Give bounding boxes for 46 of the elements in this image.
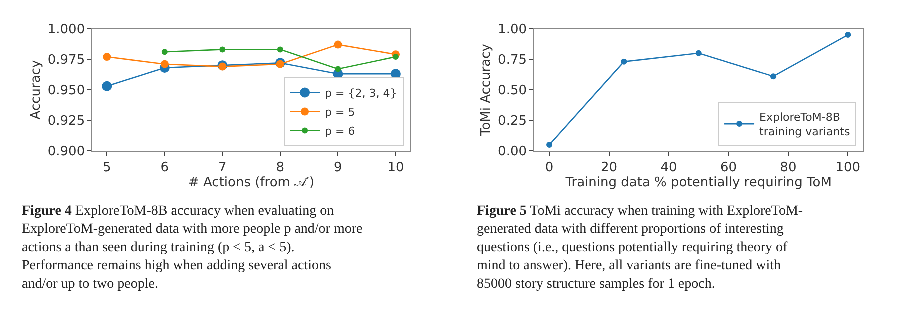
y-axis-title: Accuracy — [28, 60, 44, 120]
y-tick-label: 0.950 — [48, 84, 86, 99]
x-tick-label: 100 — [836, 160, 861, 176]
y-tick-label: 0.00 — [498, 144, 527, 160]
y-tick-label: 0.50 — [498, 84, 527, 99]
x-axis-title: Training data % potentially requiring ToM — [564, 176, 832, 191]
x-tick-label: 0 — [545, 160, 554, 176]
point — [103, 53, 112, 62]
caption: Figure 5 ToMi accuracy when training with ExploreToM-generated data with different proportions of interesting questions (i.e., questions potentially requiring theory of mind to answer). Here, all variants are fine-tuned with 85000 story structure samples for 1 epoch. — [477, 204, 804, 292]
x-tick-label: 20 — [600, 160, 618, 176]
point — [102, 81, 112, 92]
point — [334, 40, 342, 49]
x-axis-title: # Actions (from 𝒜′) — [188, 176, 315, 191]
x-tick-label: 5 — [103, 160, 112, 176]
y-tick-label: 0.75 — [498, 53, 527, 68]
x-tick-label: 9 — [334, 160, 342, 176]
y-tick-label: 1.00 — [498, 22, 527, 38]
caption: Figure 4 ExploreToM-8B accuracy when evaluating on ExploreToM-generated data with more people p and/or more actions a than seen during training (p < 5, a < 5). Performance remains high when adding several actions and/or up to two people. — [22, 204, 363, 292]
point — [162, 49, 168, 56]
y-tick-label: 0.900 — [48, 144, 86, 160]
point — [220, 46, 226, 53]
x-tick-label: 10 — [388, 160, 404, 176]
y-tick-label: 0.975 — [48, 53, 86, 68]
point — [335, 66, 342, 72]
legend-label: p = {2, 3, 4} — [325, 87, 398, 100]
point — [546, 142, 553, 148]
x-tick-label: 40 — [660, 160, 678, 176]
point — [696, 50, 702, 56]
legend-label: ExploreToM-8B training variants — [760, 111, 850, 138]
y-tick-label: 0.25 — [498, 114, 527, 130]
x-tick-label: 7 — [218, 160, 227, 176]
y-tick-label: 0.925 — [48, 114, 86, 130]
x-tick-label: 80 — [780, 160, 797, 176]
point — [277, 46, 284, 53]
point — [845, 32, 852, 38]
point — [621, 58, 628, 65]
point — [392, 54, 399, 60]
point — [770, 74, 777, 80]
point — [160, 60, 169, 68]
legend-label: p = 6 — [325, 125, 356, 138]
x-tick-label: 6 — [160, 160, 170, 176]
x-tick-label: 60 — [720, 160, 737, 176]
legend-label: p = 5 — [325, 106, 356, 120]
y-axis-title: ToMi Accuracy — [478, 44, 494, 138]
y-tick-label: 1.000 — [48, 22, 86, 38]
x-tick-label: 8 — [276, 160, 285, 176]
